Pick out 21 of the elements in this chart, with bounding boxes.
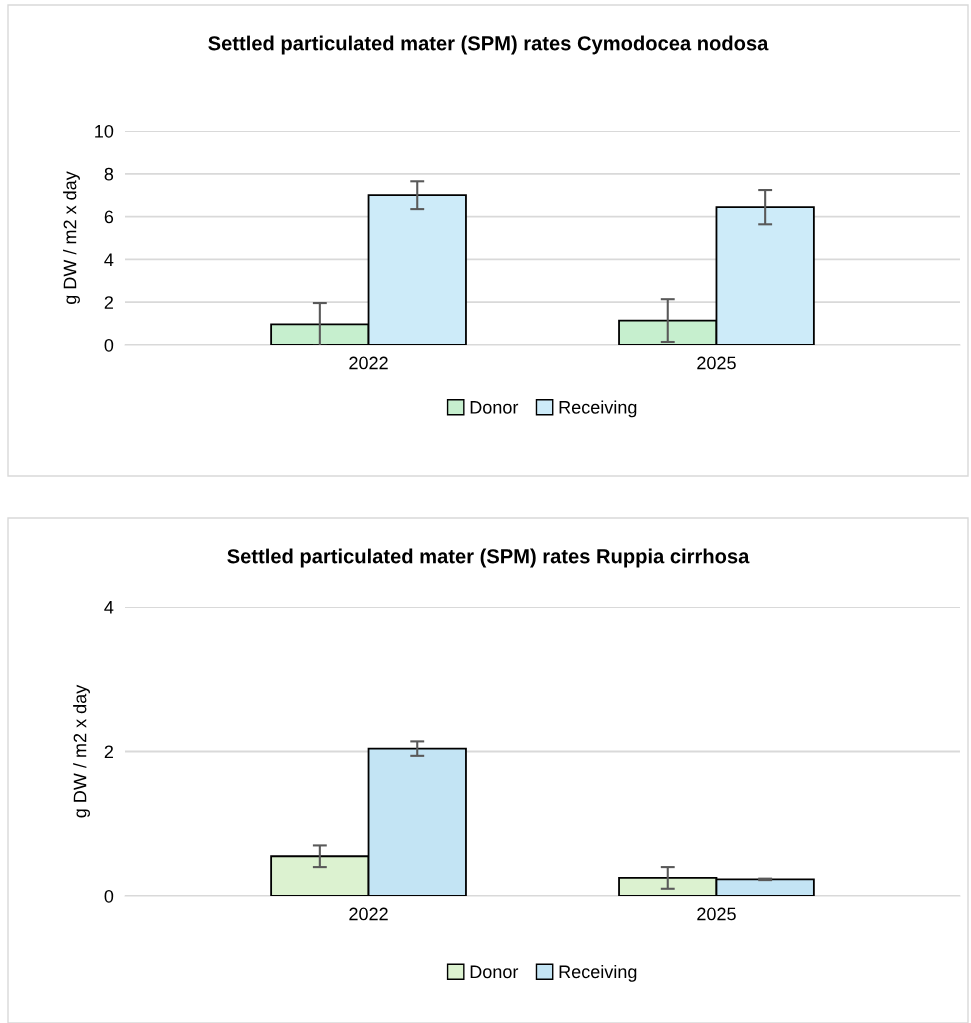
legend-label: Donor [470, 965, 519, 979]
y-tick-label: 6 [104, 210, 114, 224]
y-tick-label: 4 [104, 253, 114, 266]
legend-label: Donor [470, 401, 519, 414]
y-tick-label: 2 [104, 296, 113, 309]
legend-label: Receiving [559, 964, 637, 982]
y-axis-title: g DW / m2 x day [73, 684, 90, 818]
y-tick-label: 0 [104, 889, 114, 903]
x-tick-label: 2022 [349, 356, 388, 370]
x-tick-label: 2025 [697, 907, 736, 921]
chart-title: Settled particulated mater (SPM) rates Cymodocea nodosa [208, 35, 769, 55]
y-tick-label: 0 [104, 338, 114, 352]
legend-label: Receiving [559, 400, 637, 418]
x-tick-label: 2022 [349, 907, 388, 921]
y-tick-label: 8 [104, 167, 114, 181]
x-tick-label: 2025 [697, 356, 736, 370]
y-tick-label: 10 [95, 124, 114, 138]
y-tick-label: 2 [104, 745, 113, 759]
chart-title: Settled particulated mater (SPM) rates Ruppia cirrhosa [227, 548, 750, 568]
y-tick-label: 4 [104, 601, 114, 614]
y-axis-title: g DW / m2 x day [63, 171, 80, 304]
